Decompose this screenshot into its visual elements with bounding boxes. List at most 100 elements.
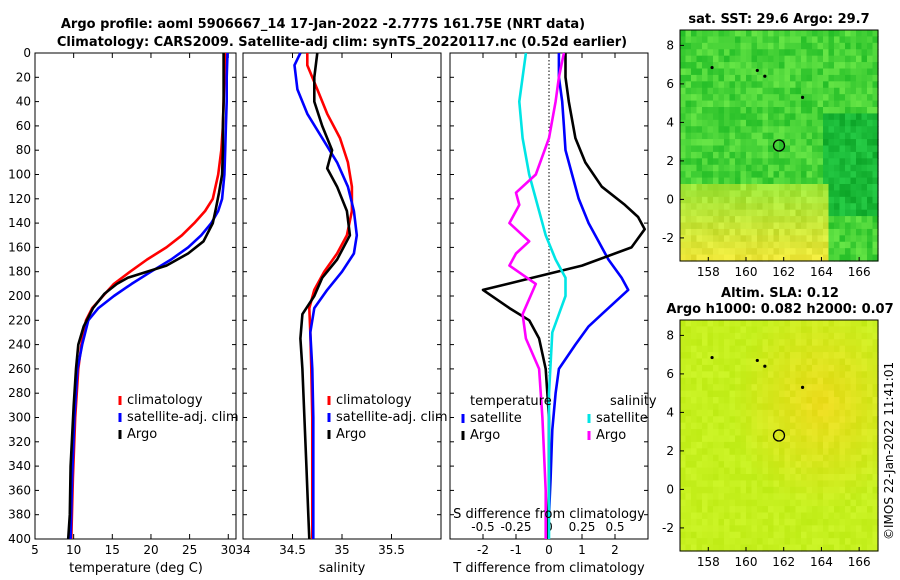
map-cell xyxy=(740,345,747,353)
map-cell xyxy=(779,544,786,552)
map-cell xyxy=(751,119,758,127)
map-cell xyxy=(828,235,835,243)
map-cell xyxy=(707,416,714,424)
map-cell xyxy=(784,384,791,392)
map-cell xyxy=(850,113,857,121)
map-cell xyxy=(801,235,808,243)
map-cell xyxy=(823,332,830,340)
map-cell xyxy=(713,512,720,520)
map-cell xyxy=(691,113,698,121)
map-cell xyxy=(768,74,775,82)
map-cell xyxy=(845,203,852,211)
map-cell xyxy=(740,222,747,230)
map-cell xyxy=(867,345,874,353)
map-cell xyxy=(834,62,841,70)
map-cell xyxy=(790,499,797,507)
map-cell xyxy=(680,390,687,398)
map-cell xyxy=(735,81,742,89)
map-cell xyxy=(839,49,846,57)
map-cell xyxy=(768,461,775,469)
map-cell xyxy=(702,332,709,340)
map-cell xyxy=(768,474,775,482)
map-cell xyxy=(735,107,742,115)
map-cell xyxy=(707,216,714,224)
map-cell xyxy=(729,119,736,127)
map-cell xyxy=(795,358,802,366)
map-cell xyxy=(702,454,709,462)
map-cell xyxy=(762,377,769,385)
map-cell xyxy=(729,196,736,204)
map-cell xyxy=(773,518,780,526)
map-cell xyxy=(718,397,725,405)
map-cell xyxy=(773,422,780,430)
map-cell xyxy=(839,139,846,147)
map-cell xyxy=(856,68,863,76)
map-cell xyxy=(817,422,824,430)
map-cell xyxy=(801,467,808,475)
map-cell xyxy=(823,49,830,57)
map-cell xyxy=(746,203,753,211)
map-cell xyxy=(740,68,747,76)
map-cell xyxy=(680,326,687,334)
map-cell xyxy=(746,474,753,482)
map-cell xyxy=(718,184,725,192)
map-cell xyxy=(867,448,874,456)
map-cell xyxy=(790,203,797,211)
map-cell xyxy=(839,384,846,392)
map-cell xyxy=(861,409,868,417)
map-cell xyxy=(839,222,846,230)
map-cell xyxy=(691,531,698,539)
map-cell xyxy=(801,364,808,372)
map-cell xyxy=(828,358,835,366)
map-cell xyxy=(691,371,698,379)
map-cell xyxy=(795,339,802,347)
map-cell xyxy=(740,454,747,462)
map-cell xyxy=(834,184,841,192)
map-cell xyxy=(762,531,769,539)
map-cell xyxy=(696,320,703,328)
s-tick-label: -0.25 xyxy=(500,520,531,534)
map-cell xyxy=(779,228,786,236)
map-cell xyxy=(729,326,736,334)
map-cell xyxy=(768,113,775,121)
map-cell xyxy=(867,474,874,482)
map-cell xyxy=(718,332,725,340)
map-cell xyxy=(751,184,758,192)
map-cell xyxy=(718,119,725,127)
map-cell xyxy=(828,320,835,328)
map-cell xyxy=(839,107,846,115)
map-cell xyxy=(850,454,857,462)
map-cell xyxy=(845,377,852,385)
map-cell xyxy=(729,538,736,546)
map-cell xyxy=(845,409,852,417)
map-cell xyxy=(740,145,747,153)
map-cell xyxy=(707,87,714,95)
map-cell xyxy=(861,87,868,95)
map-cell xyxy=(685,345,692,353)
map-cell xyxy=(795,113,802,121)
map-cell xyxy=(867,390,874,398)
map-cell xyxy=(828,36,835,44)
map-cell xyxy=(834,474,841,482)
map-cell xyxy=(740,30,747,38)
map-cell xyxy=(812,384,819,392)
map-cell xyxy=(696,196,703,204)
map-cell xyxy=(718,209,725,217)
x-tick-label: 20 xyxy=(143,543,158,557)
map-cell xyxy=(702,151,709,159)
map-cell xyxy=(751,422,758,430)
map-cell xyxy=(845,241,852,249)
map-cell xyxy=(707,544,714,552)
map-cell xyxy=(740,177,747,185)
map-cell xyxy=(839,390,846,398)
map-cell xyxy=(691,107,698,115)
map-cell xyxy=(718,132,725,140)
map-cell xyxy=(806,441,813,449)
map-cell xyxy=(757,81,764,89)
map-cell xyxy=(740,461,747,469)
map-cell xyxy=(795,454,802,462)
map-cell xyxy=(806,429,813,437)
map-cell xyxy=(729,409,736,417)
map-cell xyxy=(795,254,802,262)
